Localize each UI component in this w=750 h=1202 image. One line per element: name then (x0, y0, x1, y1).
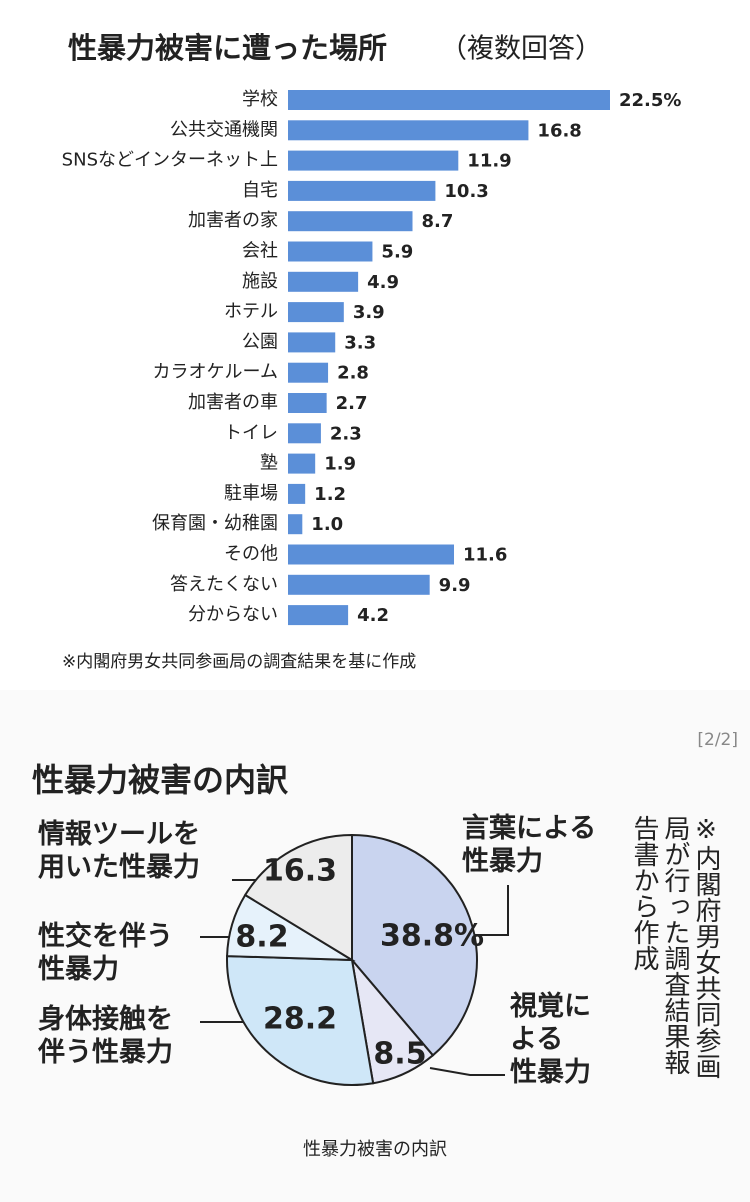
value-label: 4.9 (367, 272, 399, 293)
category-label: 分からない (188, 604, 278, 625)
value-label: 4.2 (357, 605, 389, 626)
category-label: 駐車場 (224, 483, 278, 504)
pie-slice (226, 955, 375, 1086)
value-label: 3.3 (344, 332, 376, 353)
category-label: 視覚に よる 性暴力 (510, 991, 591, 1088)
caption: 性暴力被害の内訳 (303, 1139, 447, 1160)
bar (288, 483, 306, 504)
bar (288, 90, 610, 110)
category-label: 保育園・幼稚園 (152, 513, 278, 534)
leader-line (429, 1067, 505, 1076)
pie-slice (243, 833, 353, 962)
bar (288, 241, 373, 262)
bar (288, 332, 336, 353)
bar (288, 302, 344, 323)
vertical-note: ※内閣府男女共同参画局が行った調査結果報告書から作成 (629, 815, 721, 1079)
category-label: 公共交通機関 (170, 119, 278, 140)
category-label: 塾 (260, 452, 278, 474)
page-indicator: [2/2] (697, 730, 738, 750)
category-label: 情報ツールを 用いた性暴力 (38, 819, 200, 883)
bar (288, 514, 303, 535)
value-label: 2.8 (337, 363, 369, 384)
value-label: 1.2 (314, 484, 346, 505)
bar (288, 453, 316, 474)
category-label: 答えたくない (170, 574, 278, 595)
category-label: 公園 (242, 331, 278, 352)
category-label: 加害者の車 (188, 392, 278, 413)
category-label: 施設 (242, 271, 278, 292)
category-label: その他 (224, 544, 278, 565)
value-label: 28.2 (263, 1002, 337, 1037)
value-label: 2.7 (336, 393, 368, 414)
bar (288, 393, 327, 413)
bar (288, 544, 455, 565)
bar (288, 271, 359, 292)
category-label: 加害者の家 (188, 210, 278, 231)
value-label: 1.0 (311, 514, 343, 535)
value-label: 5.9 (381, 242, 413, 263)
bar (288, 423, 321, 444)
value-label: 8.2 (235, 920, 288, 955)
bar (288, 180, 436, 201)
value-label: 3.9 (353, 302, 385, 323)
bar (288, 211, 413, 232)
category-label: 会社 (242, 241, 278, 262)
chart-title: 性暴力被害の内訳 (32, 761, 289, 799)
category-label: 性交を伴う 性暴力 (38, 921, 173, 985)
bar (288, 362, 329, 383)
chart-subtitle: （複数回答） (440, 34, 602, 65)
category-label: 身体接触を 伴う性暴力 (38, 1004, 173, 1068)
value-label: 11.6 (463, 545, 507, 566)
category-label: SNSなどインターネット上 (62, 150, 278, 171)
leader-line (475, 885, 509, 936)
bar (288, 150, 459, 171)
category-label: 自宅 (242, 180, 278, 201)
category-label: 学校 (242, 89, 278, 110)
value-label: 8.5 (373, 1037, 426, 1072)
value-label: 2.3 (330, 423, 362, 444)
value-label: 10.3 (444, 181, 488, 202)
value-label: 38.8% (380, 919, 484, 954)
value-label: 9.9 (439, 575, 471, 596)
value-label: 1.9 (324, 454, 356, 475)
category-label: カラオケルーム (153, 362, 278, 383)
bar (288, 574, 430, 595)
value-label: 16.8 (537, 120, 581, 141)
bar (288, 120, 529, 141)
category-label: ホテル (224, 301, 278, 322)
category-label: トイレ (224, 422, 278, 443)
value-label: 22.5% (619, 90, 681, 111)
value-label: 8.7 (422, 211, 454, 232)
note: ※内閣府男女共同参画局の調査結果を基に作成 (62, 652, 416, 672)
category-label: 言葉による 性暴力 (462, 813, 597, 877)
value-label: 11.9 (467, 151, 511, 172)
value-label: 16.3 (263, 854, 337, 889)
pie-slice (351, 833, 478, 1057)
bar (288, 605, 349, 626)
chart-title: 性暴力被害に遭った場所 (68, 31, 387, 65)
